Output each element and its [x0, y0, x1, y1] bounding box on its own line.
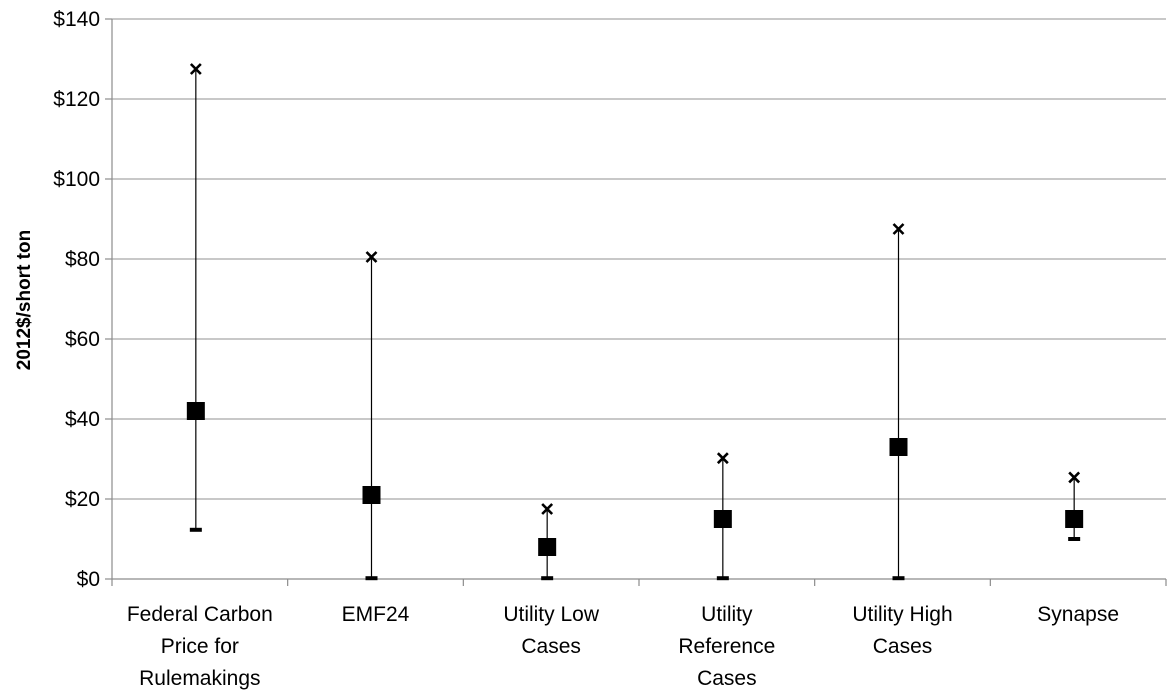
max-marker [716, 452, 729, 465]
mid-marker [362, 486, 381, 504]
max-marker [365, 251, 378, 263]
axes [111, 19, 1166, 580]
y-tick-label: $140 [53, 8, 100, 31]
y-tick-label: $0 [77, 568, 100, 591]
x-tick-marks [111, 579, 1167, 586]
range-group [1065, 471, 1084, 541]
max-marker [541, 503, 554, 515]
category-label: EMF24 [342, 603, 410, 626]
y-tick-label: $80 [65, 248, 100, 271]
mid-marker [1065, 510, 1084, 528]
y-tick-label: $20 [65, 488, 100, 511]
category-label: Federal Carbon Price for Rulemakings [127, 603, 273, 690]
mid-marker [713, 510, 732, 528]
y-tick-label: $60 [65, 328, 100, 351]
y-axis-title: 2012$/short ton [14, 230, 35, 370]
grid-lines [112, 18, 1166, 500]
y-tick-labels: $0 $20 $40 $60 $80 $100 $120 $140 [53, 8, 112, 591]
max-marker [892, 223, 905, 235]
range-group [889, 223, 908, 581]
mid-marker [186, 402, 205, 420]
category-labels: Federal Carbon Price for Rulemakings EMF24 U… [127, 603, 1119, 690]
max-marker [189, 63, 202, 75]
mid-marker [889, 438, 908, 456]
category-label: Utility Reference Cases [678, 603, 775, 690]
range-group [538, 503, 557, 581]
mid-marker [538, 538, 557, 556]
data-marks [186, 63, 1084, 581]
range-group [713, 452, 732, 581]
range-group [362, 251, 381, 581]
y-tick-label: $120 [53, 88, 100, 111]
category-label: Synapse [1037, 603, 1119, 626]
category-label: Utility Low Cases [503, 603, 600, 658]
range-group [186, 63, 205, 532]
y-tick-label: $100 [53, 168, 100, 191]
max-marker [1068, 471, 1081, 484]
y-tick-label: $40 [65, 408, 100, 431]
category-label: Utility High Cases [852, 603, 952, 658]
